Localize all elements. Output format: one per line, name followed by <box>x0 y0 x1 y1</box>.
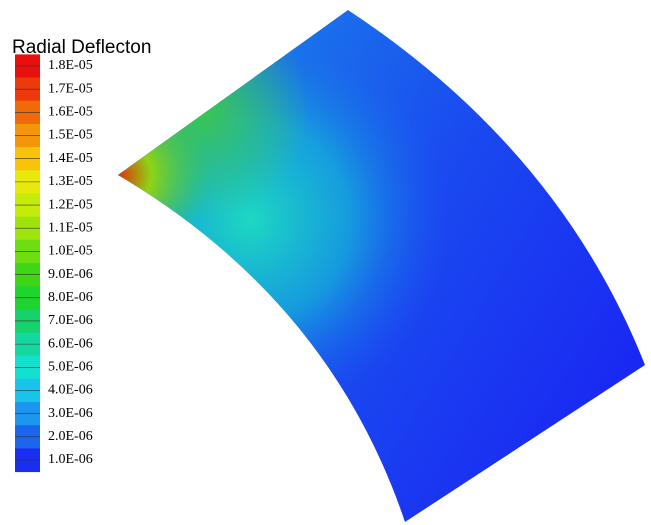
tick-label: 1.1E-05 <box>48 220 93 235</box>
tick-label: 1.4E-05 <box>48 151 93 166</box>
tick-label: 7.0E-06 <box>48 313 93 328</box>
tick-label: 5.0E-06 <box>48 360 93 375</box>
tick-label: 1.0E-05 <box>48 244 93 259</box>
tick-label: 3.0E-06 <box>48 406 93 421</box>
tick-label: 1.7E-05 <box>48 81 93 96</box>
tick-label: 1.6E-05 <box>48 105 93 120</box>
tick-label: 4.0E-06 <box>48 383 93 398</box>
tick-label: 8.0E-06 <box>48 290 93 305</box>
colorbar-title: Radial Deflecton <box>12 37 151 58</box>
colorbar: 1.8E-05 1.7E-05 1.6E-05 1.5E-05 1.4E-05 1.3E-… <box>15 54 93 473</box>
tick-label: 1.8E-05 <box>48 58 93 73</box>
tick-label: 2.0E-06 <box>48 429 93 444</box>
tick-label: 1.5E-05 <box>48 128 93 143</box>
tick-label: 1.0E-06 <box>48 452 93 467</box>
tick-label: 6.0E-06 <box>48 336 93 351</box>
tick-label: 1.3E-05 <box>48 174 93 189</box>
tick-label: 1.2E-05 <box>48 197 93 212</box>
tick-label: 9.0E-06 <box>48 267 93 282</box>
